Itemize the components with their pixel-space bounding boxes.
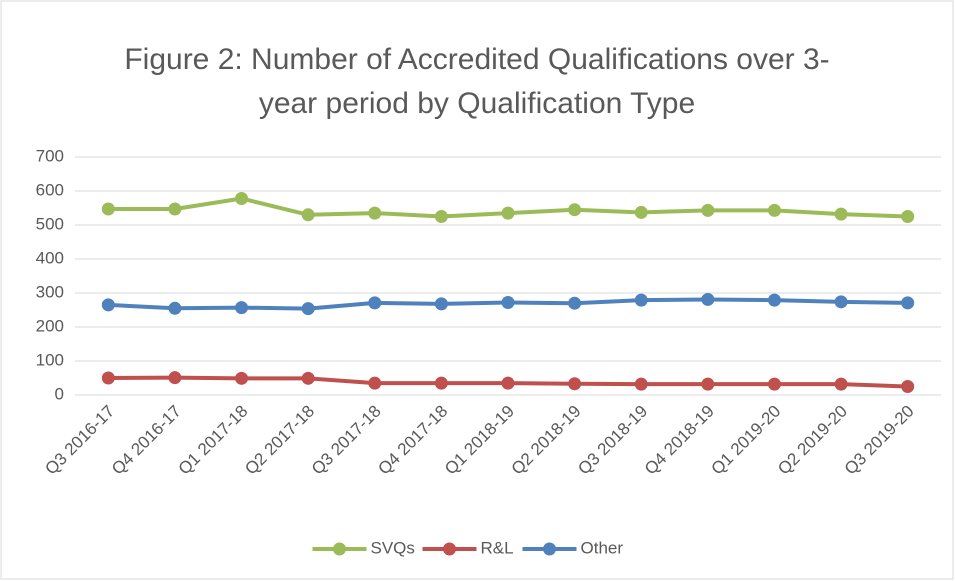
data-point [101,298,115,312]
y-tick-label: 500 [36,214,64,233]
data-point [634,377,648,391]
legend-marker [333,542,346,556]
y-tick-label: 700 [36,146,64,165]
y-tick-label: 100 [36,350,64,369]
legend-marker [443,542,456,556]
data-point [701,203,715,217]
data-point [901,296,915,310]
data-point [501,206,515,220]
data-point [701,292,715,306]
data-point [834,207,848,221]
y-tick-label: 600 [36,180,64,199]
data-point [434,210,448,223]
data-point [568,296,582,310]
data-point [767,203,781,217]
legend-label: Other [581,538,624,557]
y-tick-label: 300 [36,282,64,301]
data-point [301,371,315,385]
data-point [168,371,182,385]
data-point [634,293,648,307]
data-point [767,377,781,391]
data-point [301,302,315,316]
data-point [701,377,715,391]
data-point [501,376,515,390]
y-tick-label: 400 [36,248,64,267]
data-point [235,371,249,385]
data-point [834,295,848,309]
data-point [235,301,249,315]
data-point [568,377,582,391]
data-point [767,293,781,307]
data-point [901,380,915,393]
data-point [368,296,382,310]
data-point [368,206,382,220]
data-point [168,202,182,216]
data-point [634,205,648,219]
data-point [101,371,115,385]
data-point [301,208,315,222]
data-point [901,210,915,223]
y-tick-label: 0 [55,384,64,403]
data-point [834,377,848,391]
legend-label: R&L [481,538,514,557]
y-tick-label: 200 [36,316,64,335]
data-point [434,376,448,390]
data-point [101,202,115,216]
data-point [501,296,515,310]
data-point [235,191,249,205]
data-point [168,301,182,315]
legend-marker [543,542,556,556]
data-point [568,203,582,217]
data-point [434,297,448,311]
legend-label: SVQs [371,538,415,557]
chart-title: Figure 2: Number of Accredited Qualifica… [124,43,830,120]
data-point [368,376,382,390]
